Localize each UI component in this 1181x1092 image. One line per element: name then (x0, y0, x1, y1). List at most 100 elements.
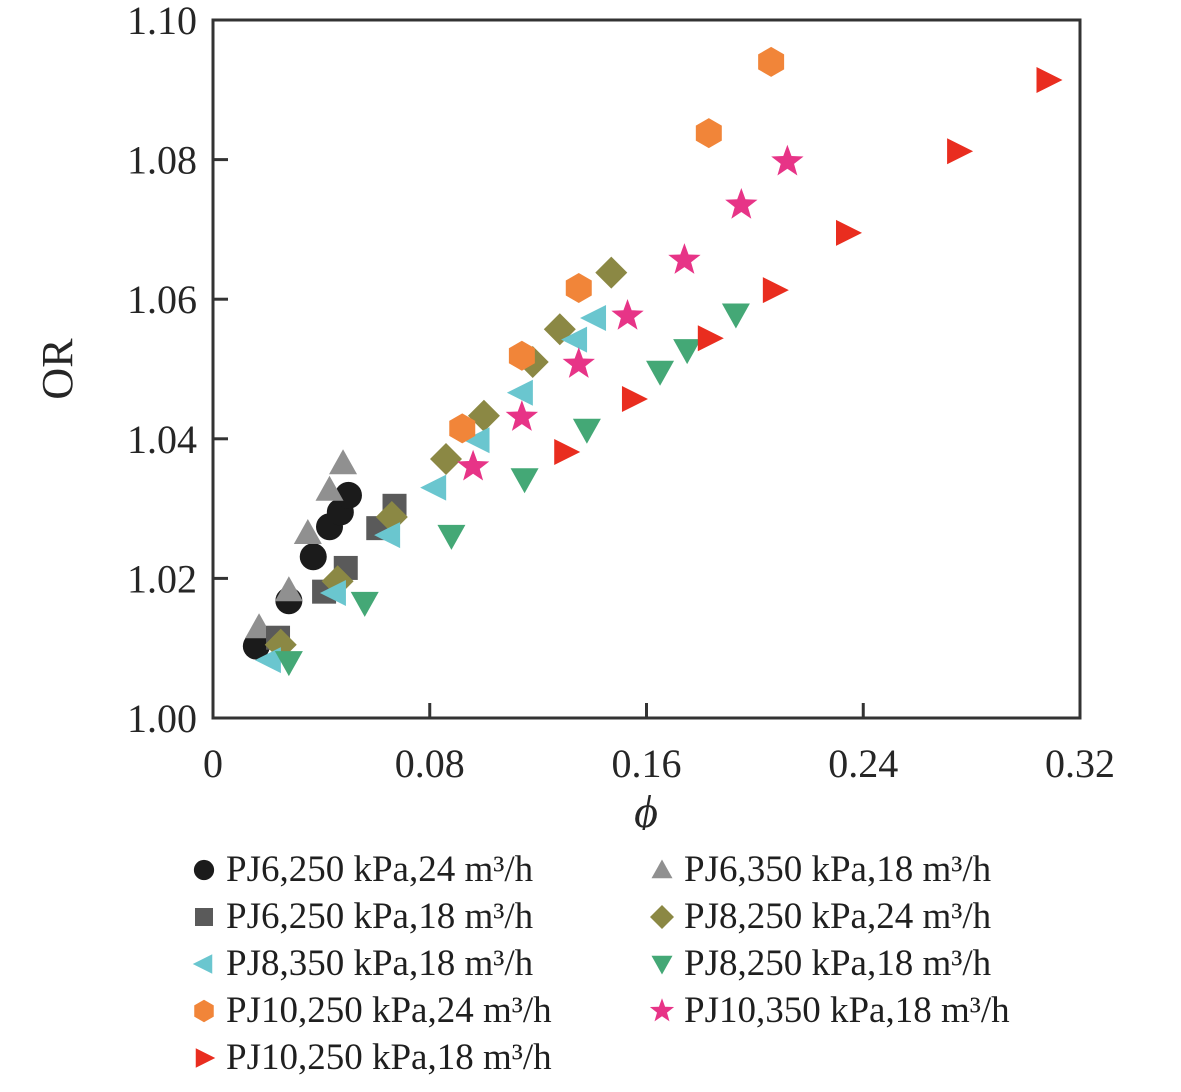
plot-frame-layer (211, 18, 1082, 720)
star-icon (649, 997, 675, 1021)
triangle-right-marker (947, 138, 974, 165)
y-tick-label: 1.06 (127, 277, 197, 322)
star-marker (505, 400, 539, 431)
triangle-right-marker (554, 439, 581, 466)
x-tick-label: 0.16 (612, 741, 682, 786)
diamond-marker (650, 904, 674, 929)
circle-marker (299, 543, 327, 571)
triangle-down-marker (721, 303, 750, 329)
triangle-up-marker (293, 519, 322, 545)
series (254, 305, 607, 674)
star-marker (611, 298, 644, 330)
triangle-down-marker (437, 524, 466, 550)
triangle-left-marker (580, 305, 607, 332)
x-tick-label: 0.24 (828, 741, 898, 786)
triangle-up-marker (315, 475, 344, 501)
triangle-down-marker (572, 418, 601, 444)
triangle-right-marker (762, 277, 789, 304)
triangle-right-marker (195, 1047, 216, 1068)
y-tick-label: 1.10 (127, 0, 197, 43)
triangle-left-marker (192, 953, 213, 974)
legend-item-6: PJ8,250 kPa,18 m³/h (646, 942, 1010, 985)
series (274, 303, 750, 677)
diamond-icon (650, 904, 674, 929)
x-tick-label: 0 (203, 741, 223, 786)
triangle-left-marker (254, 647, 281, 674)
triangle-up-marker (329, 449, 358, 475)
star-marker (725, 187, 758, 219)
data-point-layer (242, 46, 1063, 677)
axis-tick-layer: 0 0.08 0.16 0.24 0.32 1.00 1.02 1.04 1.06 1.08 1.1… (127, 0, 1115, 786)
legend-label: PJ10,250 kPa,18 m³/h (226, 1037, 552, 1078)
triangle-left-marker (420, 474, 447, 501)
legend-item-2: PJ6,350 kPa,18 m³/h (646, 848, 1010, 891)
star-marker (649, 997, 675, 1021)
circle-marker (193, 859, 215, 880)
star-marker (668, 243, 701, 274)
triangle-left-marker (506, 379, 533, 406)
triangle-left-icon (192, 953, 213, 974)
legend-label: PJ10,250 kPa,24 m³/h (226, 990, 552, 1031)
triangle-up-marker (274, 576, 303, 602)
legend-label: PJ8,250 kPa,24 m³/h (684, 896, 992, 937)
circle-marker (242, 632, 270, 660)
star-marker (771, 144, 804, 176)
legend-item-9: PJ10,250 kPa,18 m³/h (188, 1036, 646, 1079)
series (449, 46, 785, 444)
hexagon-marker (695, 118, 722, 149)
circle-icon (193, 859, 215, 880)
legend-label: PJ10,350 kPa,18 m³/h (684, 990, 1010, 1031)
hexagon-marker (194, 999, 214, 1022)
legend-label: PJ6,250 kPa,24 m³/h (226, 849, 534, 890)
hexagon-marker (758, 46, 785, 77)
triangle-right-icon (195, 1047, 216, 1068)
triangle-down-marker (274, 651, 303, 677)
y-tick-label: 1.08 (127, 138, 197, 183)
legend-item-7: PJ10,250 kPa,24 m³/h (188, 989, 646, 1032)
triangle-left-marker (319, 580, 346, 607)
y-tick-label: 1.02 (127, 556, 197, 601)
hexagon-icon (194, 999, 214, 1022)
hexagon-marker (449, 413, 476, 444)
diamond-marker (595, 256, 628, 289)
triangle-down-marker (350, 591, 379, 617)
x-tick-label: 0.32 (1045, 741, 1115, 786)
triangle-left-marker (374, 522, 401, 549)
legend-label: PJ6,250 kPa,18 m³/h (226, 896, 534, 937)
triangle-down-marker (510, 468, 539, 494)
triangle-down-marker (646, 360, 675, 386)
triangle-down-marker (651, 955, 673, 974)
series (456, 144, 804, 481)
triangle-right-marker (697, 325, 724, 352)
legend-item-4: PJ8,250 kPa,24 m³/h (646, 895, 1010, 938)
diamond-marker (430, 443, 463, 476)
circle-marker (334, 481, 362, 509)
triangle-right-marker (621, 386, 648, 413)
triangle-right-marker (835, 219, 862, 246)
star-marker (562, 347, 595, 378)
x-tick-label: 0.08 (395, 741, 465, 786)
legend-label: PJ8,250 kPa,18 m³/h (684, 943, 992, 984)
triangle-left-marker (463, 427, 490, 454)
y-axis-label: OR (33, 338, 82, 400)
square-marker (195, 907, 213, 926)
legend-item-5: PJ8,350 kPa,18 m³/h (188, 942, 646, 985)
legend-item-3: PJ6,250 kPa,18 m³/h (188, 895, 646, 938)
legend-label: PJ6,350 kPa,18 m³/h (684, 849, 992, 890)
series (554, 67, 1063, 466)
legend-item-1: PJ6,250 kPa,24 m³/h (188, 848, 646, 891)
plot-frame (211, 18, 1082, 720)
triangle-up-icon (651, 859, 673, 878)
legend-item-8: PJ10,350 kPa,18 m³/h (646, 989, 1010, 1032)
triangle-up-marker (651, 859, 673, 878)
diamond-marker (467, 399, 500, 432)
y-tick-label: 1.04 (127, 417, 197, 462)
triangle-down-marker (673, 339, 702, 365)
hexagon-marker (565, 273, 592, 304)
scatter-plot: 0 0.08 0.16 0.24 0.32 1.00 1.02 1.04 1.06 1.08 1.1… (33, 0, 1115, 830)
triangle-down-icon (651, 955, 673, 974)
x-axis-label: ϕ (634, 786, 658, 830)
y-tick-label: 1.00 (127, 696, 197, 741)
triangle-left-marker (561, 326, 588, 353)
